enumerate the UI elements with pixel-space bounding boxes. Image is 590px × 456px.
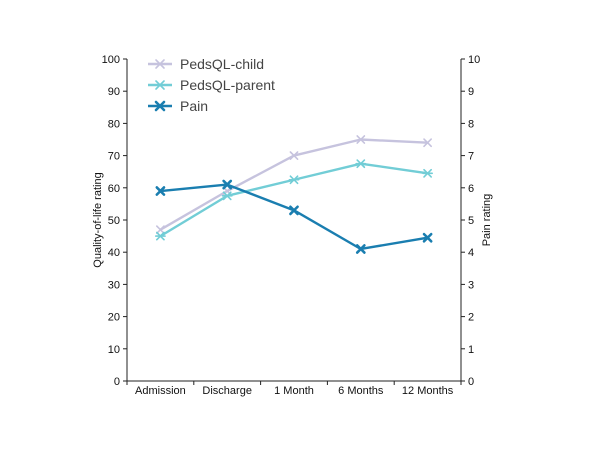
data-point-pedsql-child: [423, 138, 433, 148]
marker-stroke: [289, 151, 299, 160]
marker-stroke: [154, 100, 166, 112]
legend-marker: [154, 100, 166, 112]
data-point-pain: [222, 179, 233, 190]
y-tick-label: 0: [114, 376, 120, 388]
legend-item-pain: Pain: [148, 98, 208, 114]
x-tick-label: 12 Months: [402, 385, 454, 397]
marker-stroke: [355, 244, 366, 254]
legend-marker: [155, 59, 165, 69]
data-point-pedsql-parent: [355, 159, 367, 169]
marker-stroke: [356, 135, 366, 144]
data-point-pain: [355, 244, 366, 254]
y-tick-label: 30: [108, 279, 120, 291]
series-pedsql-child: [156, 135, 433, 235]
y2-tick-label: 2: [468, 312, 474, 324]
y-tick-label: 100: [102, 54, 120, 66]
y2-tick-label: 8: [468, 118, 474, 130]
axes-group: 0 10 20 30 40 50 60 70 80 90 100 0 1 2 3 4 5 6 7 8 9 10 Admiss…: [102, 54, 481, 397]
marker-stroke: [422, 232, 433, 243]
series-group: [155, 135, 434, 254]
y-tick-label: 80: [108, 118, 120, 130]
x-tick-label: 1 Month: [274, 385, 314, 397]
marker-stroke: [289, 205, 299, 216]
y2-tick-label: 5: [468, 215, 474, 227]
marker-stroke: [155, 59, 165, 69]
y2-tick-label: 7: [468, 151, 474, 163]
legend-label: Pain: [180, 98, 208, 114]
y2-tick-label: 6: [468, 183, 474, 195]
marker-stroke: [155, 186, 166, 196]
y2-tick-label: 4: [468, 247, 474, 259]
y2-tick-label: 3: [468, 279, 474, 291]
y-tick-label: 50: [108, 215, 120, 227]
y-tick-label: 60: [108, 183, 120, 195]
marker-stroke: [156, 225, 165, 235]
legend-label: PedsQL-parent: [180, 77, 275, 93]
y-axis-title: Quality-of-life rating: [92, 172, 104, 267]
data-point-pedsql-child: [156, 225, 165, 235]
legend: PedsQL-child PedsQL-parent Pain: [148, 56, 275, 114]
y2-tick-label: 1: [468, 344, 474, 356]
data-point-pedsql-parent: [422, 168, 434, 178]
marker-stroke: [423, 138, 433, 148]
y-tick-label: 40: [108, 247, 120, 259]
legend-marker: [154, 80, 166, 90]
x-tick-label: 6 Months: [338, 385, 384, 397]
data-point-pain: [155, 186, 166, 196]
legend-item-pedsql-child: PedsQL-child: [148, 56, 264, 72]
data-point-pedsql-child: [356, 135, 366, 144]
marker-stroke: [222, 179, 233, 190]
data-point-pedsql-parent: [288, 175, 300, 185]
y-tick-label: 70: [108, 151, 120, 163]
series-line-pedsql-parent: [159, 162, 428, 238]
series-line-pain: [160, 183, 428, 251]
legend-label: PedsQL-child: [180, 56, 264, 72]
data-point-pedsql-parent: [221, 191, 233, 201]
y2-tick-label: 10: [468, 54, 480, 66]
data-point-pain: [422, 232, 433, 243]
data-point-pain: [289, 205, 299, 216]
data-point-pedsql-child: [289, 151, 299, 160]
y-tick-label: 20: [108, 312, 120, 324]
y2-tick-label: 0: [468, 376, 474, 388]
legend-item-pedsql-parent: PedsQL-parent: [148, 77, 275, 93]
y2-axis-title: Pain rating: [481, 194, 493, 247]
series-pain: [155, 179, 433, 254]
y-tick-label: 90: [108, 86, 120, 98]
x-tick-label: Discharge: [202, 385, 252, 397]
data-point-pedsql-parent: [155, 231, 166, 241]
series-line-pedsql-child: [159, 138, 428, 231]
series-pedsql-parent: [155, 159, 434, 241]
y2-tick-label: 9: [468, 86, 474, 98]
y-tick-label: 10: [108, 344, 120, 356]
x-tick-label: Admission: [135, 385, 186, 397]
